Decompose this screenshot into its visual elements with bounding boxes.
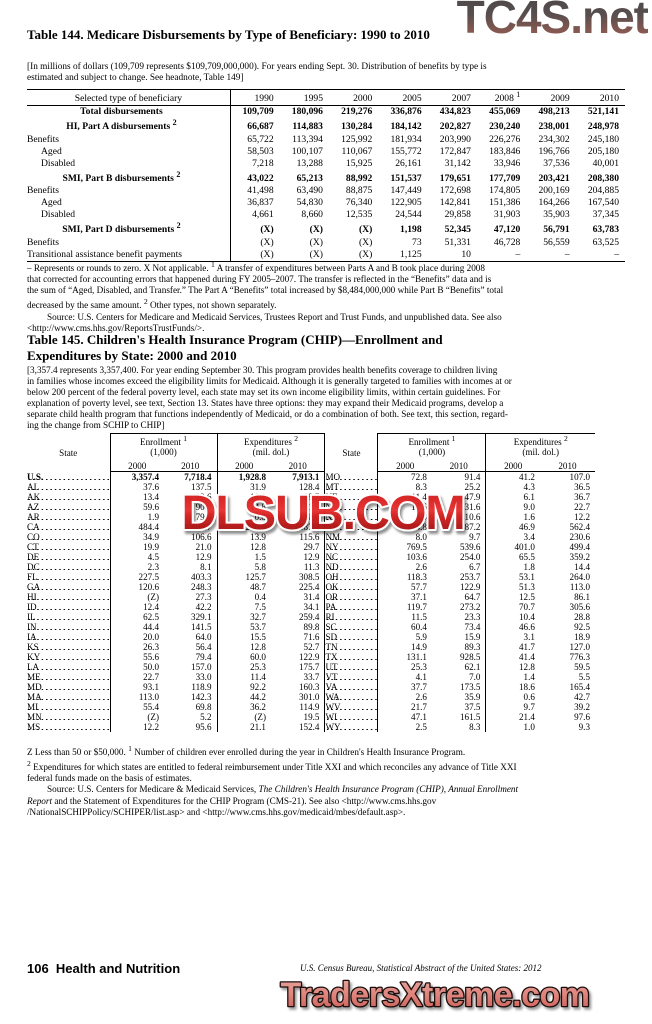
svg-text:DLSUB.COM: DLSUB.COM <box>182 486 465 540</box>
svg-text:TradersXtreme.com: TradersXtreme.com <box>281 976 590 1014</box>
